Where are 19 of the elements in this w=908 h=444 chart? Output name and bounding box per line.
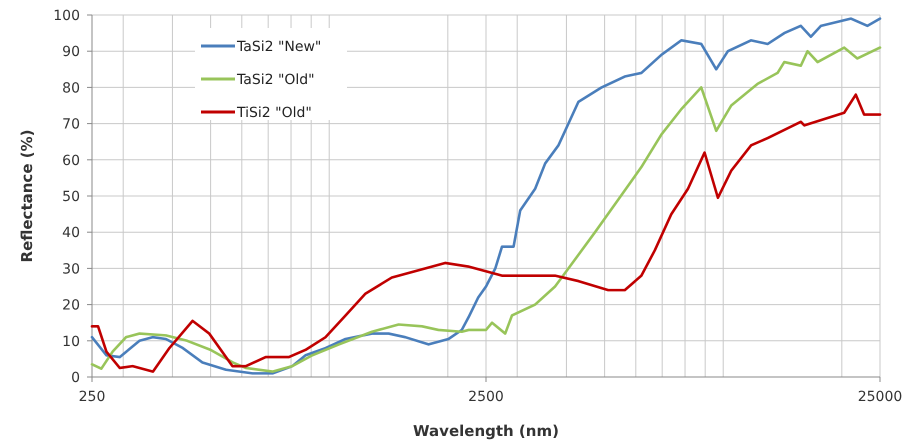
x-axis-title: Wavelength (nm) <box>413 422 559 440</box>
legend-label: TiSi2 "Old" <box>236 105 312 121</box>
y-tick-label: 10 <box>62 334 80 350</box>
legend-label: TaSi2 "Old" <box>236 72 315 88</box>
x-tick-label: 25000 <box>858 389 902 405</box>
y-tick-label: 20 <box>62 298 80 314</box>
y-tick-label: 80 <box>62 80 80 96</box>
y-tick-label: 40 <box>62 225 80 242</box>
y-tick-label: 100 <box>53 8 80 24</box>
x-tick-label: 2500 <box>468 389 504 405</box>
y-axis-title: Reflectance (%) <box>18 130 36 262</box>
legend-label: TaSi2 "New" <box>236 39 322 55</box>
y-tick-label: 60 <box>62 152 80 169</box>
y-tick-label: 90 <box>62 44 80 60</box>
y-tick-label: 70 <box>62 116 80 133</box>
x-tick-label: 250 <box>78 389 106 405</box>
y-tick-label: 50 <box>62 189 80 205</box>
y-tick-label: 0 <box>71 370 80 386</box>
y-tick-label: 30 <box>62 261 80 278</box>
